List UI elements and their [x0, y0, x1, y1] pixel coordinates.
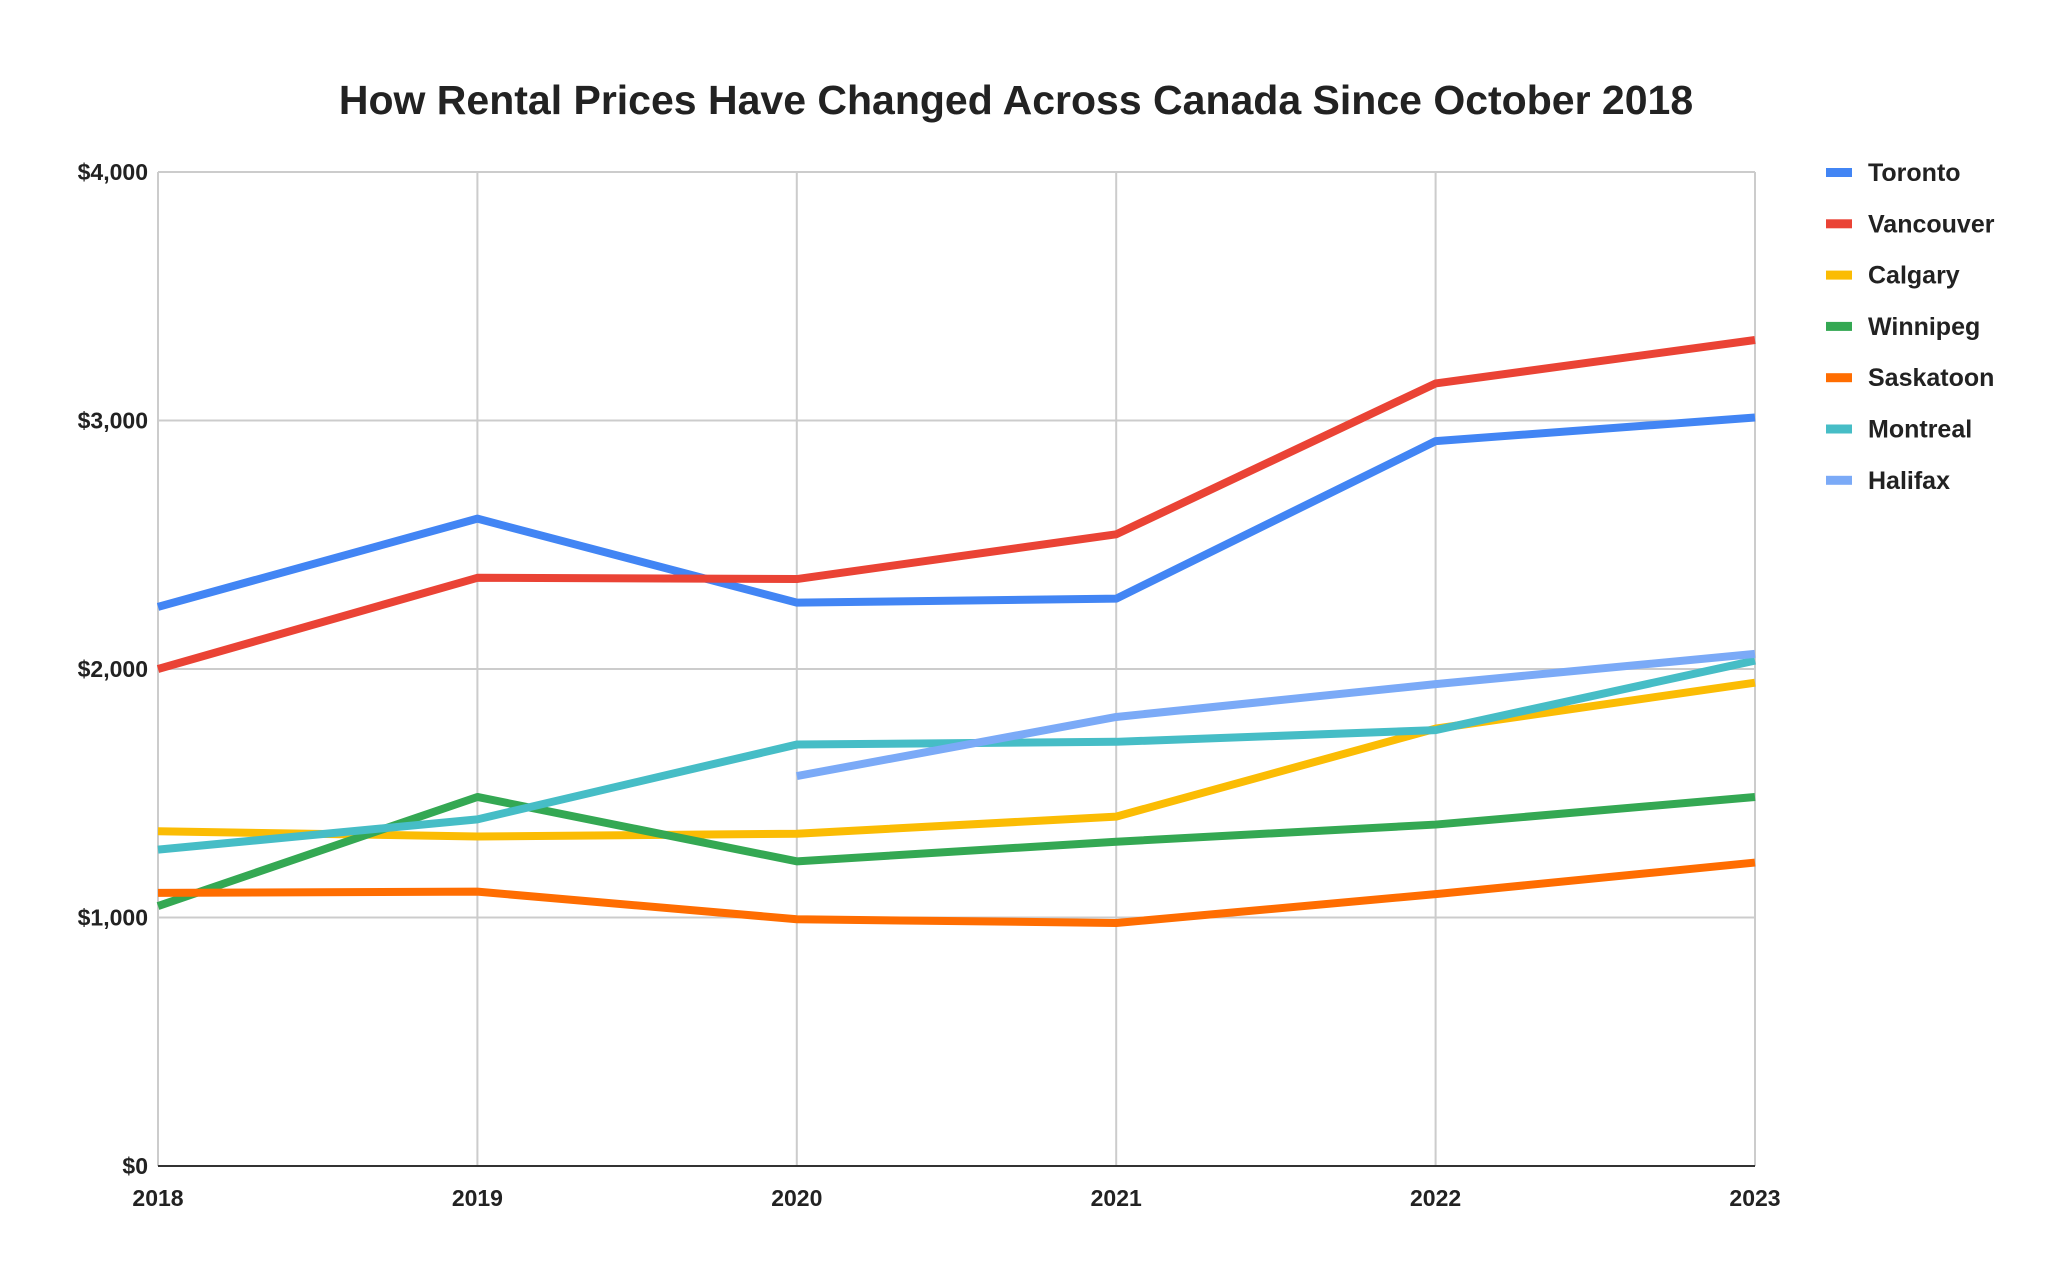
legend-label: Saskatoon [1868, 364, 1994, 392]
series-line-winnipeg [156, 792, 1756, 910]
legend-label: Montreal [1868, 416, 1972, 444]
x-tick-label: 2019 [452, 1185, 503, 1211]
axes: $0 $1,000 $2,000 $3,000 $4,000 2018 2019 2020 20… [78, 159, 1781, 1211]
legend-label: Calgary [1868, 262, 1960, 290]
legend-label: Winnipeg [1868, 313, 1980, 341]
y-tick-label: $3,000 [78, 408, 148, 434]
legend-swatch [1826, 270, 1852, 280]
gridlines [157, 171, 1756, 1166]
series-line-toronto [156, 413, 1756, 611]
legend-swatch [1826, 424, 1852, 434]
x-tick-label: 2020 [771, 1185, 822, 1211]
legend-label: Toronto [1868, 159, 1961, 187]
legend-swatch [1826, 475, 1852, 485]
x-tick-label: 2022 [1410, 1185, 1461, 1211]
y-tick-label: $1,000 [78, 905, 148, 931]
legend-label: Vancouver [1868, 210, 1995, 238]
legend-swatch [1826, 373, 1852, 383]
x-tick-label: 2018 [132, 1185, 183, 1211]
legend-swatch [1826, 321, 1852, 331]
legend-label: Halifax [1868, 467, 1950, 495]
legend: Toronto Vancouver Calgary Winnipeg Saskatoon… [1826, 159, 1995, 495]
y-tick-label: $4,000 [78, 159, 148, 185]
series-lines [156, 336, 1756, 927]
x-tick-label: 2023 [1729, 1185, 1780, 1211]
legend-swatch [1826, 219, 1852, 229]
y-tick-label: $2,000 [78, 656, 148, 682]
series-line-saskatoon [157, 858, 1756, 927]
series-line-halifax [796, 649, 1756, 781]
chart-title: How Rental Prices Have Changed Across Ca… [339, 77, 1693, 123]
y-tick-label: $0 [122, 1153, 148, 1179]
legend-swatch [1826, 168, 1852, 177]
series-line-vancouver [156, 336, 1756, 673]
x-tick-label: 2021 [1091, 1185, 1142, 1211]
series-line-calgary [157, 678, 1756, 841]
